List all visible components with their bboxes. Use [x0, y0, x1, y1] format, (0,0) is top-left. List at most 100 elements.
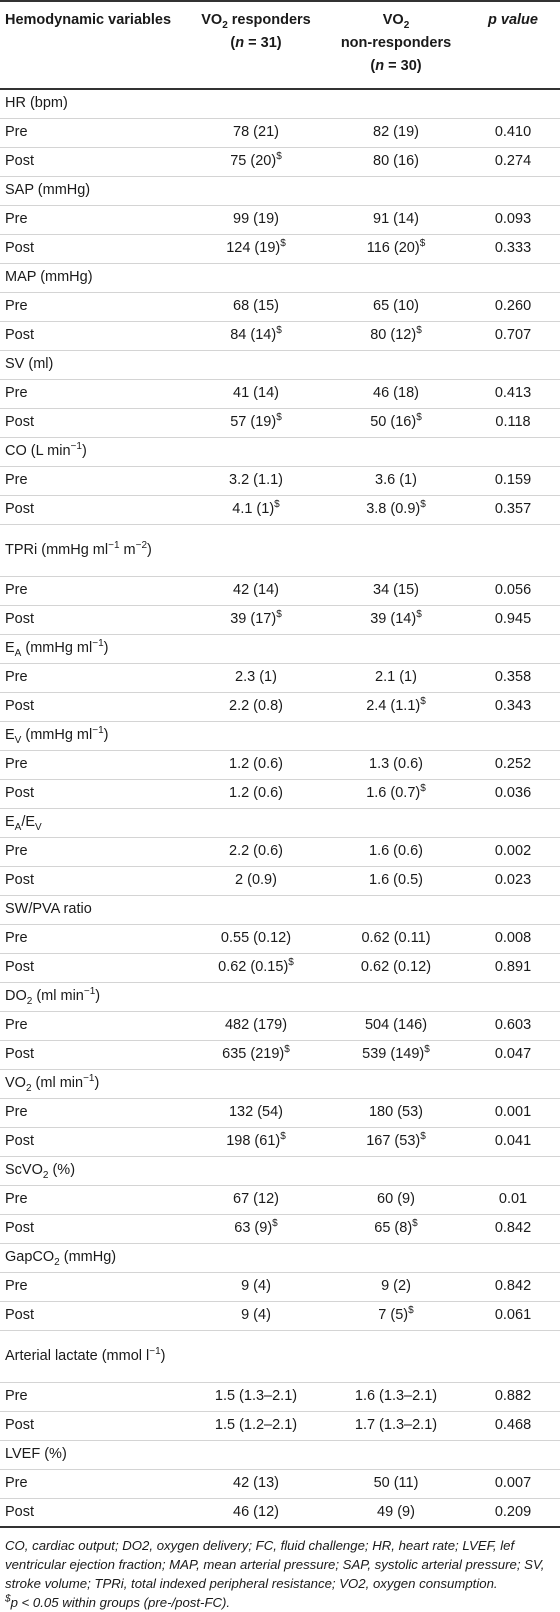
- group-label-part: CO (L min: [5, 443, 71, 459]
- cell-nonresp: 180 (53): [326, 1098, 466, 1128]
- cell-phase-value: Post: [5, 1307, 35, 1323]
- cell-resp-value: 1.5 (1.3–2.1): [214, 1388, 298, 1404]
- cell-p-value: 0.209: [494, 1503, 532, 1520]
- cell-nonresp-value: 0.62 (0.11): [361, 930, 431, 946]
- cell-phase: Post: [0, 605, 186, 635]
- cell-resp: 75 (20)$: [186, 147, 326, 177]
- significance-marker: $: [419, 238, 426, 250]
- cell-phase-value: Pre: [5, 756, 28, 772]
- group-label-text: SAP (mmHg): [5, 179, 556, 202]
- cell-phase-value: Post: [5, 501, 35, 517]
- cell-p-value: 0.159: [494, 472, 532, 488]
- group-label-part: E: [5, 814, 15, 830]
- group-label-part: E: [5, 640, 15, 656]
- cell-phase: Pre: [0, 1469, 186, 1499]
- cell-phase-value: Pre: [5, 1388, 28, 1404]
- cell-resp: 63 (9)$: [186, 1214, 326, 1244]
- group-label-part: −1: [83, 986, 96, 998]
- cell-resp-value: 99 (19): [233, 211, 279, 227]
- group-label: EV (mmHg ml−1): [0, 721, 560, 751]
- table-row: Post 63 (9)$ 65 (8)$ 0.842: [0, 1214, 560, 1244]
- cell-nonresp: 1.6 (0.7)$: [326, 779, 466, 809]
- significance-marker: $: [420, 783, 426, 795]
- group-label-part: ): [147, 541, 152, 558]
- cell-resp-value: 57 (19): [230, 414, 277, 430]
- table-header: Hemodynamic variables VO2 responders (n =…: [0, 1, 560, 89]
- table-row: Post 124 (19)$ 116 (20)$ 0.333: [0, 234, 560, 264]
- table-row: Pre 132 (54) 180 (53) 0.001: [0, 1098, 560, 1128]
- footnote-abbreviations: CO, cardiac output; DO2, oxygen delivery…: [5, 1538, 545, 1591]
- group-label-part: 2: [25, 1082, 32, 1094]
- cell-phase: Post: [0, 1214, 186, 1244]
- table-row: Pre 99 (19) 91 (14) 0.093: [0, 205, 560, 235]
- group-label-part: −1: [92, 638, 104, 650]
- cell-nonresp-value: 180 (53): [368, 1104, 423, 1120]
- table-row: Pre 2.3 (1) 2.1 (1) 0.358: [0, 663, 560, 693]
- cell-resp-value: 78 (21): [233, 124, 279, 140]
- cell-p: 0.001: [466, 1098, 560, 1128]
- group-label-part: TPRi (mmHg ml: [5, 541, 109, 558]
- group-label-part: (mmHg ml: [21, 640, 93, 656]
- cell-phase-value: Pre: [5, 1475, 28, 1491]
- cell-nonresp-value: 1.6 (0.6): [369, 843, 423, 859]
- cell-p-value: 0.945: [494, 611, 532, 627]
- cell-resp: 57 (19)$: [186, 408, 326, 438]
- cell-phase: Pre: [0, 924, 186, 954]
- table-row: Post 1.5 (1.2–2.1) 1.7 (1.3–2.1) 0.468: [0, 1411, 560, 1441]
- cell-p-value: 0.274: [494, 153, 532, 169]
- cell-p-value: 0.357: [494, 501, 532, 517]
- cell-resp: 0.55 (0.12): [186, 924, 326, 954]
- cell-resp-value: 124 (19): [226, 240, 281, 256]
- cell-resp-value: 635 (219): [222, 1046, 285, 1062]
- cell-p: 0.468: [466, 1411, 560, 1441]
- cell-phase-value: Pre: [5, 1191, 28, 1207]
- group-label-part: 2: [26, 995, 33, 1007]
- cell-resp-value: 75 (20): [230, 153, 277, 169]
- group-label-part: ScVO: [5, 1162, 43, 1178]
- cell-nonresp-value: 116 (20): [366, 240, 420, 256]
- cell-p-value: 0.333: [494, 240, 532, 256]
- cell-p: 0.047: [466, 1040, 560, 1070]
- cell-resp: 124 (19)$: [186, 234, 326, 264]
- group-label-part: /E: [21, 814, 36, 830]
- significance-marker: $: [272, 1218, 278, 1230]
- cell-p: 0.041: [466, 1127, 560, 1157]
- cell-phase: Pre: [0, 118, 186, 148]
- cell-phase-value: Pre: [5, 1278, 28, 1294]
- group-row: Arterial lactate (mmol l−1): [0, 1330, 560, 1383]
- cell-nonresp-value: 167 (53): [366, 1133, 421, 1149]
- cell-p: 0.945: [466, 605, 560, 635]
- cell-nonresp: 3.8 (0.9)$: [326, 495, 466, 525]
- cell-nonresp: 91 (14): [326, 205, 466, 235]
- group-row: SAP (mmHg): [0, 176, 560, 206]
- group-label-part: −1: [70, 441, 82, 453]
- cell-nonresp-value: 34 (15): [373, 582, 419, 598]
- group-label-part: ): [160, 1347, 166, 1364]
- group-row: VO2 (ml min−1): [0, 1069, 560, 1099]
- cell-nonresp-value: 91 (14): [373, 211, 419, 227]
- cell-p-value: 0.118: [495, 414, 531, 430]
- group-row: EV (mmHg ml−1): [0, 721, 560, 751]
- cell-phase: Post: [0, 1498, 186, 1528]
- cell-p-value: 0.413: [494, 385, 532, 401]
- cell-p: 0.002: [466, 837, 560, 867]
- cell-resp: 3.2 (1.1): [186, 466, 326, 496]
- cell-phase-value: Pre: [5, 582, 28, 598]
- cell-resp-value: 63 (9): [234, 1220, 273, 1236]
- group-label-part: LVEF (%): [5, 1446, 67, 1462]
- cell-resp: 84 (14)$: [186, 321, 326, 351]
- cell-p-value: 0.093: [494, 211, 532, 227]
- cell-resp: 1.5 (1.2–2.1): [186, 1411, 326, 1441]
- cell-phase-value: Post: [5, 1417, 35, 1433]
- cell-nonresp: 1.6 (0.5): [326, 866, 466, 896]
- header-pvalue: p value: [488, 12, 538, 28]
- cell-resp: 39 (17)$: [186, 605, 326, 635]
- cell-p: 0.410: [466, 118, 560, 148]
- cell-resp: 42 (14): [186, 576, 326, 606]
- cell-nonresp: 65 (10): [326, 292, 466, 322]
- cell-phase: Pre: [0, 663, 186, 693]
- significance-marker: $: [280, 238, 286, 250]
- cell-resp-value: 2.3 (1): [235, 669, 277, 685]
- cell-p-value: 0.047: [494, 1046, 532, 1062]
- group-row: TPRi (mmHg ml−1 m−2): [0, 524, 560, 577]
